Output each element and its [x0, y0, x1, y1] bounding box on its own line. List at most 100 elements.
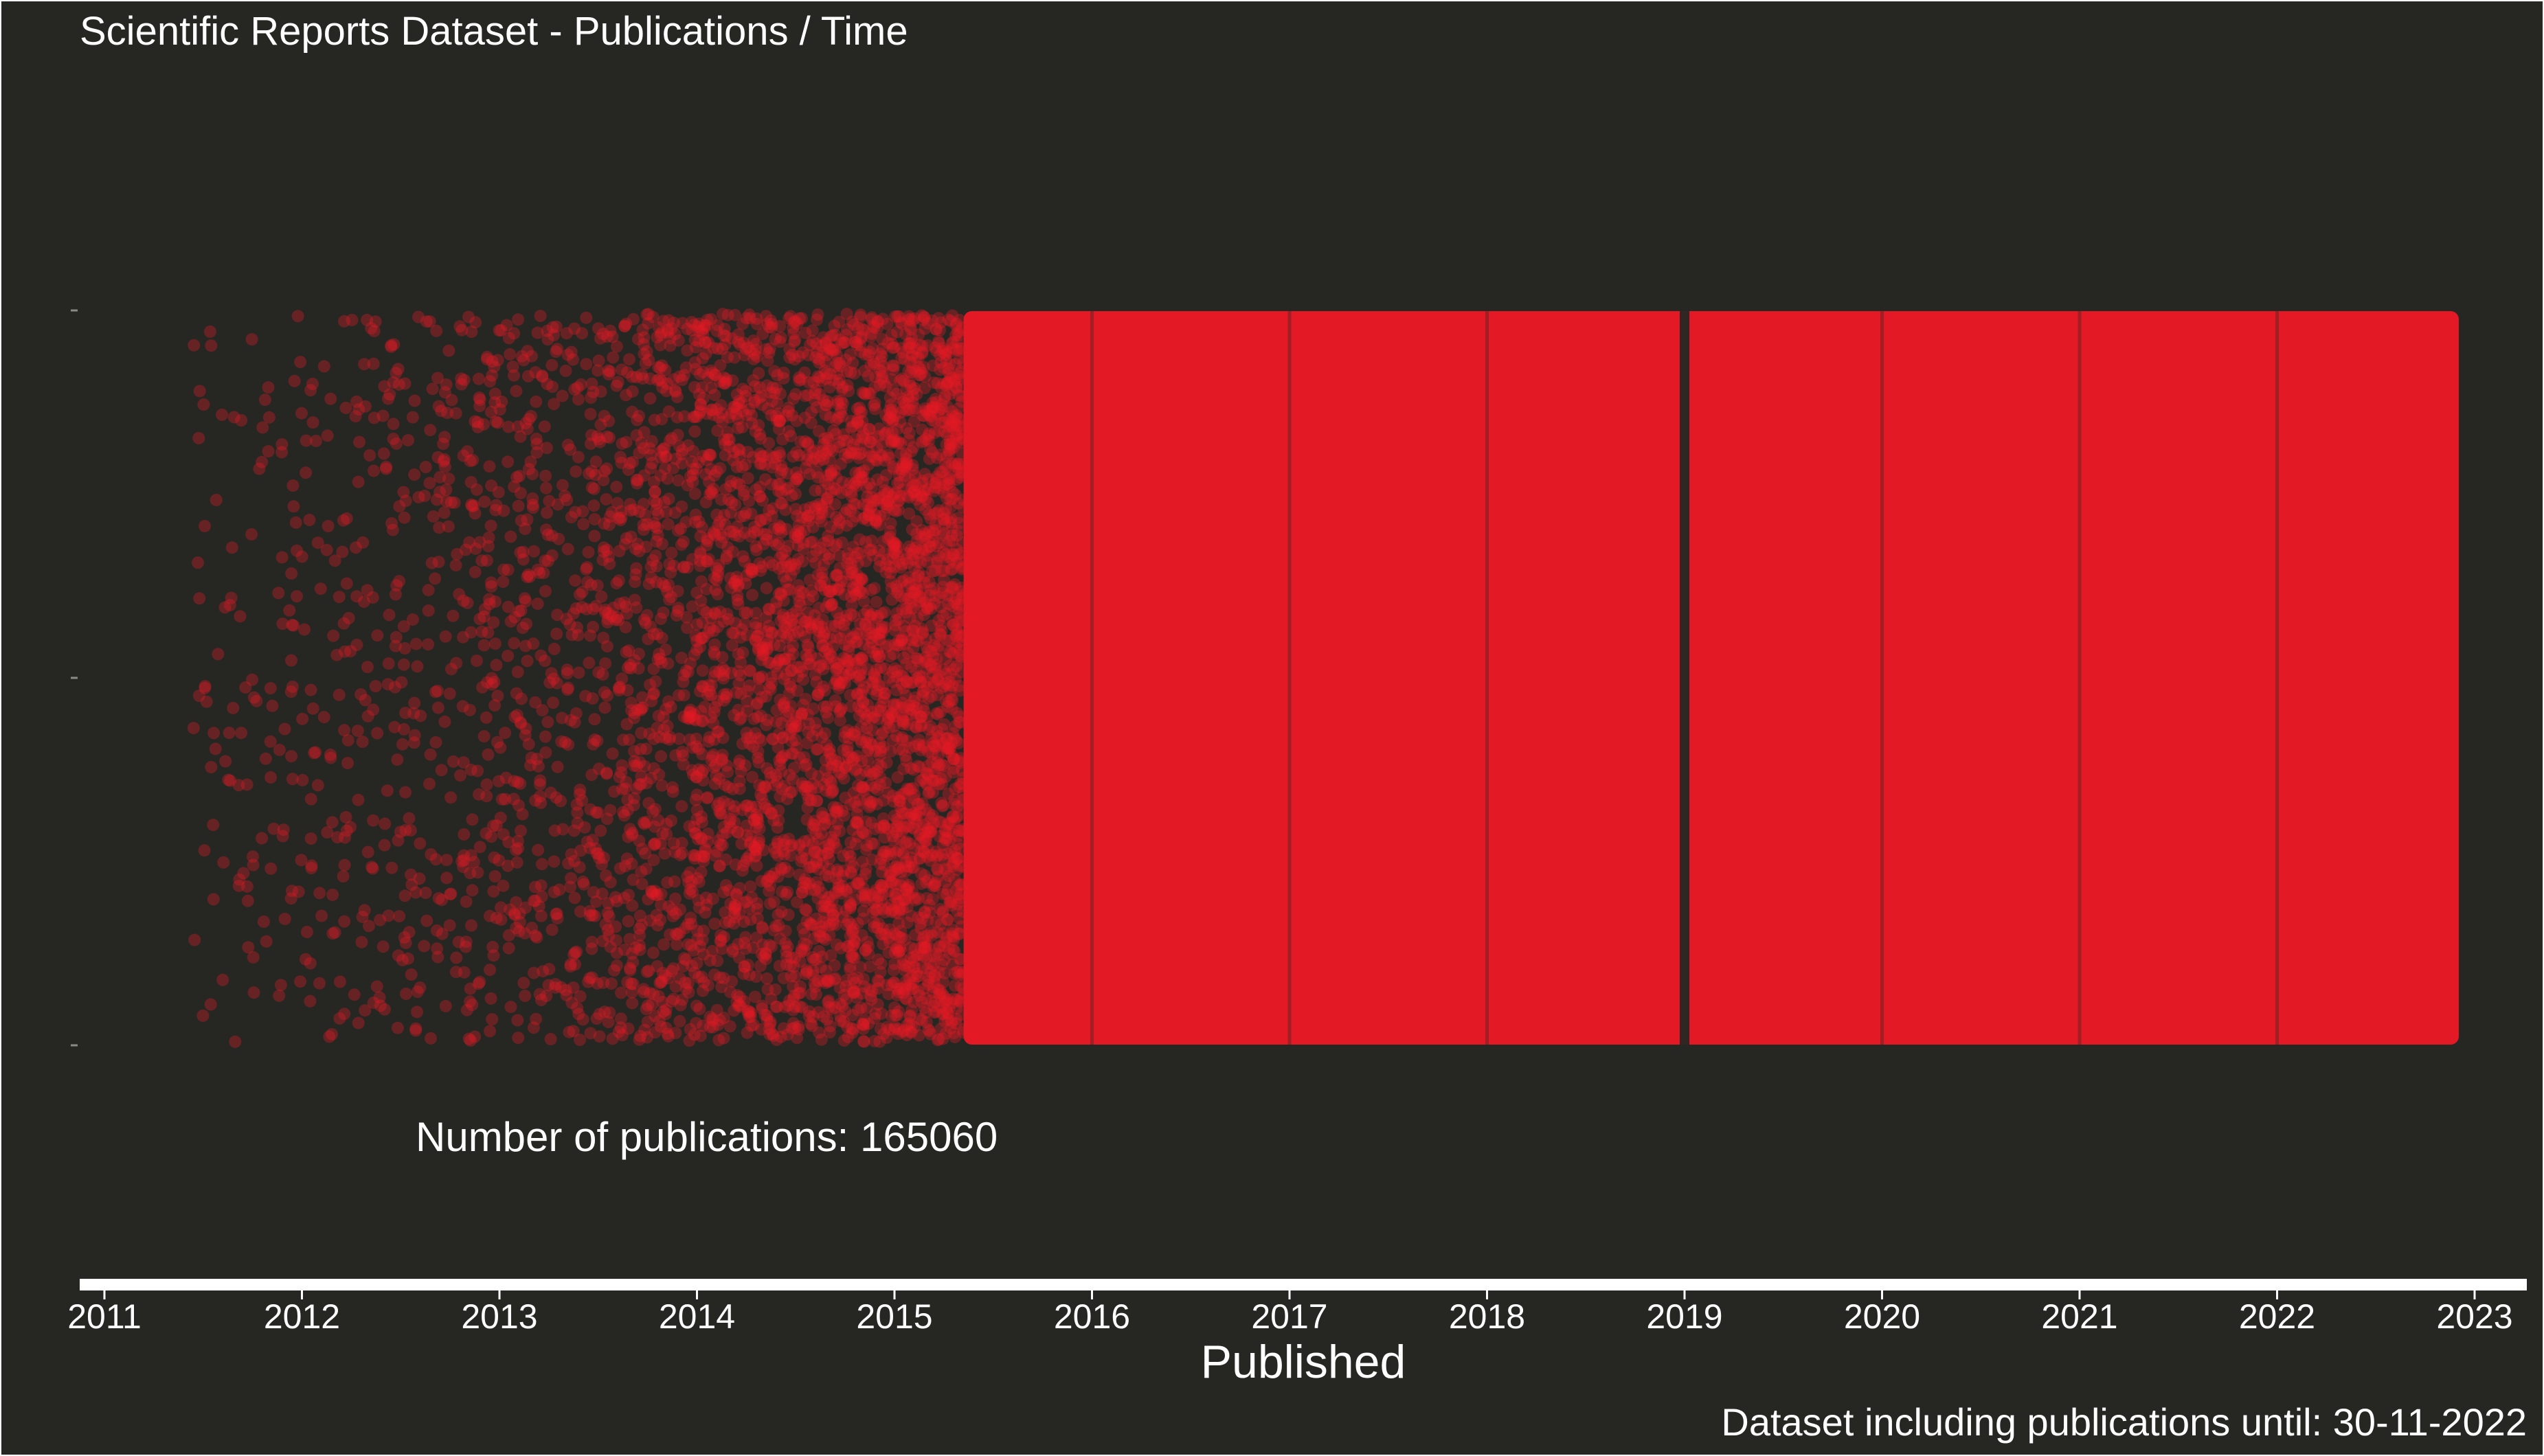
data-point [862, 348, 875, 361]
data-point [435, 764, 448, 777]
data-point [530, 446, 543, 459]
data-point [949, 673, 962, 686]
data-point [570, 465, 583, 478]
data-point [521, 655, 534, 668]
data-point [872, 430, 885, 443]
data-point [320, 543, 333, 556]
data-point [550, 676, 563, 690]
data-point [754, 457, 767, 470]
data-point [610, 895, 623, 908]
data-point [317, 711, 330, 724]
data-point [599, 657, 612, 670]
data-point [789, 1001, 802, 1013]
data-point [908, 792, 921, 805]
data-point [616, 783, 629, 796]
data-point [820, 964, 833, 977]
data-point [327, 629, 340, 642]
data-point [851, 416, 864, 429]
data-point [931, 377, 944, 389]
data-point [953, 373, 966, 386]
data-point [518, 926, 531, 940]
data-point [912, 911, 925, 924]
data-point [661, 585, 674, 598]
data-point [420, 914, 434, 927]
data-point [927, 484, 941, 497]
data-point [475, 554, 488, 567]
data-point [896, 807, 909, 820]
data-point [830, 662, 843, 675]
data-point [925, 811, 938, 824]
data-point [915, 524, 928, 536]
data-point [822, 838, 835, 851]
data-point [837, 864, 851, 877]
data-point [204, 998, 217, 1011]
data-point [833, 580, 846, 593]
data-point [728, 906, 741, 919]
data-point [793, 595, 806, 608]
data-point [317, 360, 330, 373]
data-point [790, 709, 803, 723]
data-point [596, 935, 609, 948]
data-point [902, 881, 915, 894]
data-point [655, 976, 668, 989]
data-point [718, 322, 731, 335]
data-point [951, 326, 964, 339]
data-point [524, 455, 537, 468]
data-point [847, 609, 860, 622]
data-point [870, 595, 883, 608]
data-point [567, 1025, 580, 1038]
data-point [877, 880, 890, 893]
data-point [690, 1016, 703, 1030]
data-point [646, 998, 659, 1011]
data-point [739, 342, 752, 355]
data-point [580, 358, 593, 371]
data-point [386, 523, 399, 536]
data-point [774, 587, 787, 599]
data-point [864, 736, 877, 749]
data-point [429, 736, 442, 749]
data-point [272, 587, 285, 600]
data-point [874, 778, 887, 791]
data-point [882, 639, 895, 652]
data-point [844, 865, 857, 878]
data-point [891, 326, 904, 339]
data-point [264, 862, 278, 875]
data-point [504, 530, 517, 543]
data-point [758, 527, 770, 541]
data-point [753, 381, 766, 394]
data-point [440, 854, 453, 867]
data-point [621, 661, 634, 674]
data-point [240, 778, 254, 791]
data-point [436, 927, 449, 940]
data-point [391, 753, 404, 766]
data-point [728, 709, 741, 722]
data-point [868, 710, 881, 723]
data-point [188, 339, 201, 352]
data-point [644, 987, 656, 1000]
data-point [923, 898, 936, 911]
data-point [732, 648, 745, 661]
data-point [597, 474, 610, 487]
data-point [859, 554, 873, 567]
data-point [814, 579, 827, 592]
data-point [871, 704, 884, 717]
data-point [585, 769, 598, 782]
data-point [954, 365, 967, 378]
data-point [888, 1023, 901, 1036]
data-point [610, 959, 623, 972]
data-point [900, 864, 913, 877]
data-point [495, 396, 508, 408]
data-point [779, 924, 792, 937]
data-point [760, 718, 773, 731]
data-point [732, 951, 745, 964]
data-point [833, 561, 846, 574]
data-point [374, 999, 387, 1012]
data-point [245, 333, 258, 346]
data-point [589, 468, 602, 481]
data-point [763, 885, 776, 898]
data-point [652, 361, 665, 374]
x-tick-label-2019: 2019 [1646, 1297, 1722, 1336]
data-point [537, 567, 550, 580]
data-point [763, 321, 776, 334]
